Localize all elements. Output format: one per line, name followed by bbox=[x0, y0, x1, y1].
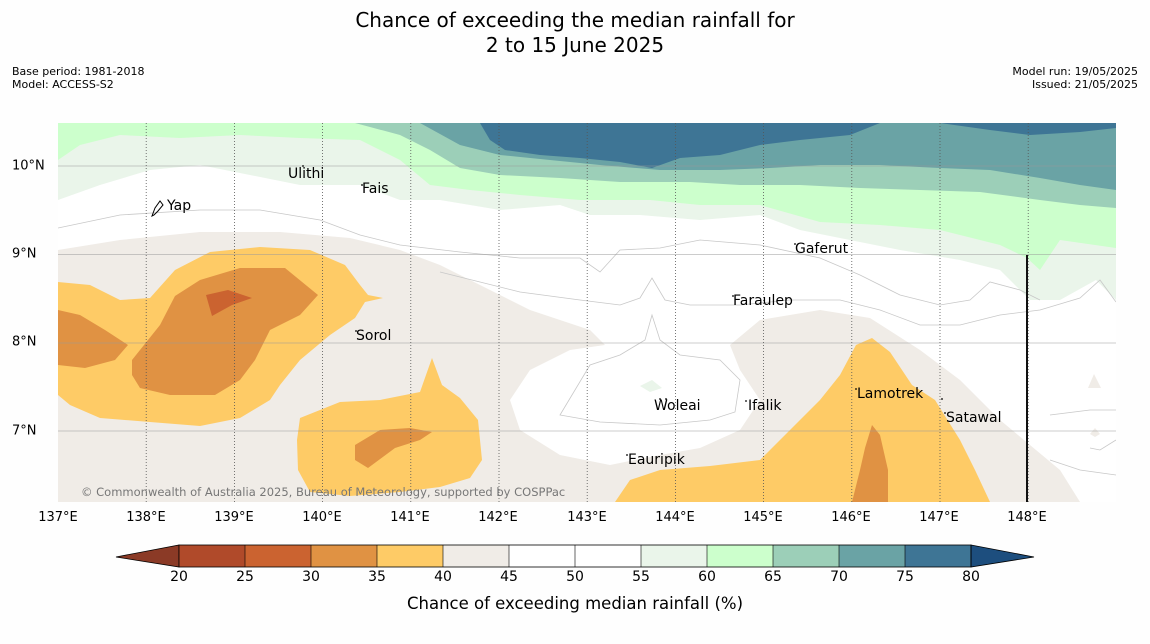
band-35-40-central bbox=[297, 358, 482, 496]
x-tick-label: 140°E bbox=[302, 510, 342, 525]
band-75-80 bbox=[480, 123, 1116, 168]
band-30-35-west bbox=[58, 268, 318, 395]
contour-fields bbox=[58, 123, 1116, 502]
patch-wet-small bbox=[640, 380, 662, 392]
colorbar-swatch-65-70 bbox=[773, 545, 839, 567]
colorbar-tick: 60 bbox=[698, 569, 716, 585]
colorbar-swatch-45-50 bbox=[509, 545, 575, 567]
x-tick-label: 146°E bbox=[831, 510, 871, 525]
patch-east-2 bbox=[1090, 428, 1100, 437]
patch-east-1 bbox=[1088, 374, 1101, 388]
colorbar-label: Chance of exceeding median rainfall (%) bbox=[406, 594, 744, 613]
place-label-yap: Yap bbox=[167, 198, 192, 214]
y-tick-label: 7°N bbox=[12, 423, 37, 439]
colorbar-tick: 70 bbox=[830, 569, 848, 585]
colorbar-tick: 30 bbox=[302, 569, 320, 585]
x-tick-label: 138°E bbox=[126, 510, 166, 525]
island-dots bbox=[302, 165, 946, 456]
place-label-lamotrek: Lamotrek bbox=[857, 386, 924, 402]
colorbar-extend-high bbox=[970, 544, 1035, 568]
band-30-35-central bbox=[355, 428, 432, 468]
place-label-gaferut: Gaferut bbox=[795, 241, 849, 257]
place-label-eauripik: Eauripik bbox=[628, 452, 685, 468]
longitude-gridlines bbox=[145, 123, 1029, 502]
meta-right: Model run: 19/05/2025 Issued: 21/05/2025 bbox=[1012, 65, 1138, 91]
colorbar-tick: 75 bbox=[896, 569, 914, 585]
x-tick-label: 141°E bbox=[390, 510, 430, 525]
colorbar-swatch-40-45 bbox=[443, 545, 509, 567]
patch-dry-small bbox=[345, 378, 375, 390]
title-line-1: Chance of exceeding the median rainfall … bbox=[355, 8, 795, 32]
x-tick-label: 142°E bbox=[478, 510, 518, 525]
title-line-2: 2 to 15 June 2025 bbox=[485, 33, 665, 57]
colorbar-tick: 40 bbox=[434, 569, 452, 585]
colorbar-swatch-25-30 bbox=[245, 545, 311, 567]
place-label-ifalik: Ifalik bbox=[748, 398, 782, 414]
x-tick-label: 139°E bbox=[214, 510, 254, 525]
place-label-fais: Fais bbox=[362, 181, 389, 197]
colorbar-tick: 65 bbox=[764, 569, 782, 585]
chart-title: Chance of exceeding the median rainfall … bbox=[0, 8, 1150, 58]
colorbar-swatch-30-35 bbox=[311, 545, 377, 567]
model-name: Model: ACCESS-S2 bbox=[12, 78, 114, 91]
band-25-30 bbox=[206, 290, 252, 316]
colorbar-tick: 50 bbox=[566, 569, 584, 585]
yap-island-outline bbox=[151, 200, 164, 218]
copyright-notice: © Commonwealth of Australia 2025, Bureau… bbox=[81, 485, 566, 499]
place-label-sorol: Sorol bbox=[356, 328, 392, 344]
colorbar-tick: 45 bbox=[500, 569, 518, 585]
x-tick-label: 145°E bbox=[743, 510, 783, 525]
contour-lines bbox=[58, 209, 1116, 476]
colorbar-swatch-55-60 bbox=[641, 545, 707, 567]
band-30-35-southeast bbox=[852, 425, 888, 502]
band-35-40-southeast bbox=[615, 338, 990, 502]
x-tick-label: 143°E bbox=[567, 510, 607, 525]
place-label-satawal: Satawal bbox=[946, 410, 1002, 426]
place-label-ulithi: Ulithi bbox=[288, 166, 325, 182]
colorbar-swatch-50-55 bbox=[575, 545, 641, 567]
model-run: Model run: 19/05/2025 bbox=[1012, 65, 1138, 78]
colorbar-swatch-70-75 bbox=[839, 545, 905, 567]
colorbar-swatch-35-40 bbox=[377, 545, 443, 567]
x-tick-label: 137°E bbox=[38, 510, 78, 525]
colorbar-extend-low bbox=[115, 544, 180, 568]
issued-date: Issued: 21/05/2025 bbox=[1031, 78, 1138, 91]
base-period: Base period: 1981-2018 bbox=[12, 65, 145, 78]
colorbar-tick: 20 bbox=[170, 569, 188, 585]
place-label-woleai: Woleai bbox=[654, 398, 701, 414]
colorbar-dividers bbox=[244, 545, 906, 567]
colorbar-tick: 55 bbox=[632, 569, 650, 585]
y-tick-label: 10°N bbox=[12, 158, 45, 174]
x-tick-label: 147°E bbox=[919, 510, 959, 525]
colorbar-swatch-60-65 bbox=[707, 545, 773, 567]
y-tick-label: 8°N bbox=[12, 334, 37, 350]
x-tick-label: 148°E bbox=[1007, 510, 1047, 525]
meta-left: Base period: 1981-2018 Model: ACCESS-S2 bbox=[12, 65, 144, 91]
colorbar-tick: 25 bbox=[236, 569, 254, 585]
colorbar bbox=[115, 544, 1035, 568]
colorbar-tick: 80 bbox=[962, 569, 980, 585]
y-tick-label: 9°N bbox=[12, 246, 37, 262]
place-label-faraulep: Faraulep bbox=[733, 293, 793, 309]
colorbar-swatch-20-25 bbox=[179, 545, 245, 567]
colorbar-tick: 35 bbox=[368, 569, 386, 585]
colorbar-swatch-75-80 bbox=[905, 545, 971, 567]
x-tick-label: 144°E bbox=[655, 510, 695, 525]
